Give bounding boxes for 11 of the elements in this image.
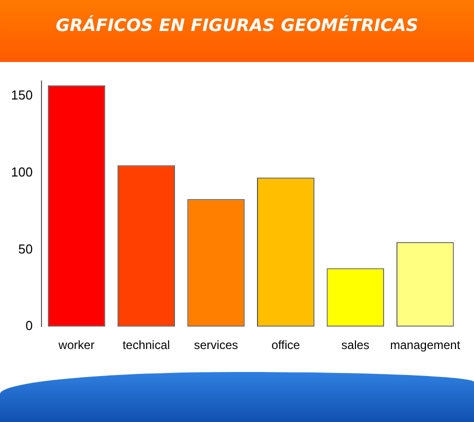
y-tick-label: 50 <box>18 241 33 256</box>
y-tick-label: 150 <box>10 88 33 103</box>
chart-title: GRÁFICOS EN FIGURAS GEOMÉTRICAS <box>54 16 420 36</box>
x-tick-label: worker <box>58 338 95 352</box>
x-tick-label: office <box>271 338 300 352</box>
x-tick-label: technical <box>122 338 170 352</box>
x-tick-label: management <box>390 338 461 352</box>
y-tick-label: 100 <box>10 164 33 180</box>
y-tick-label: 0 <box>25 318 33 334</box>
x-tick-label: sales <box>341 338 370 352</box>
x-tick-label: services <box>194 338 238 352</box>
